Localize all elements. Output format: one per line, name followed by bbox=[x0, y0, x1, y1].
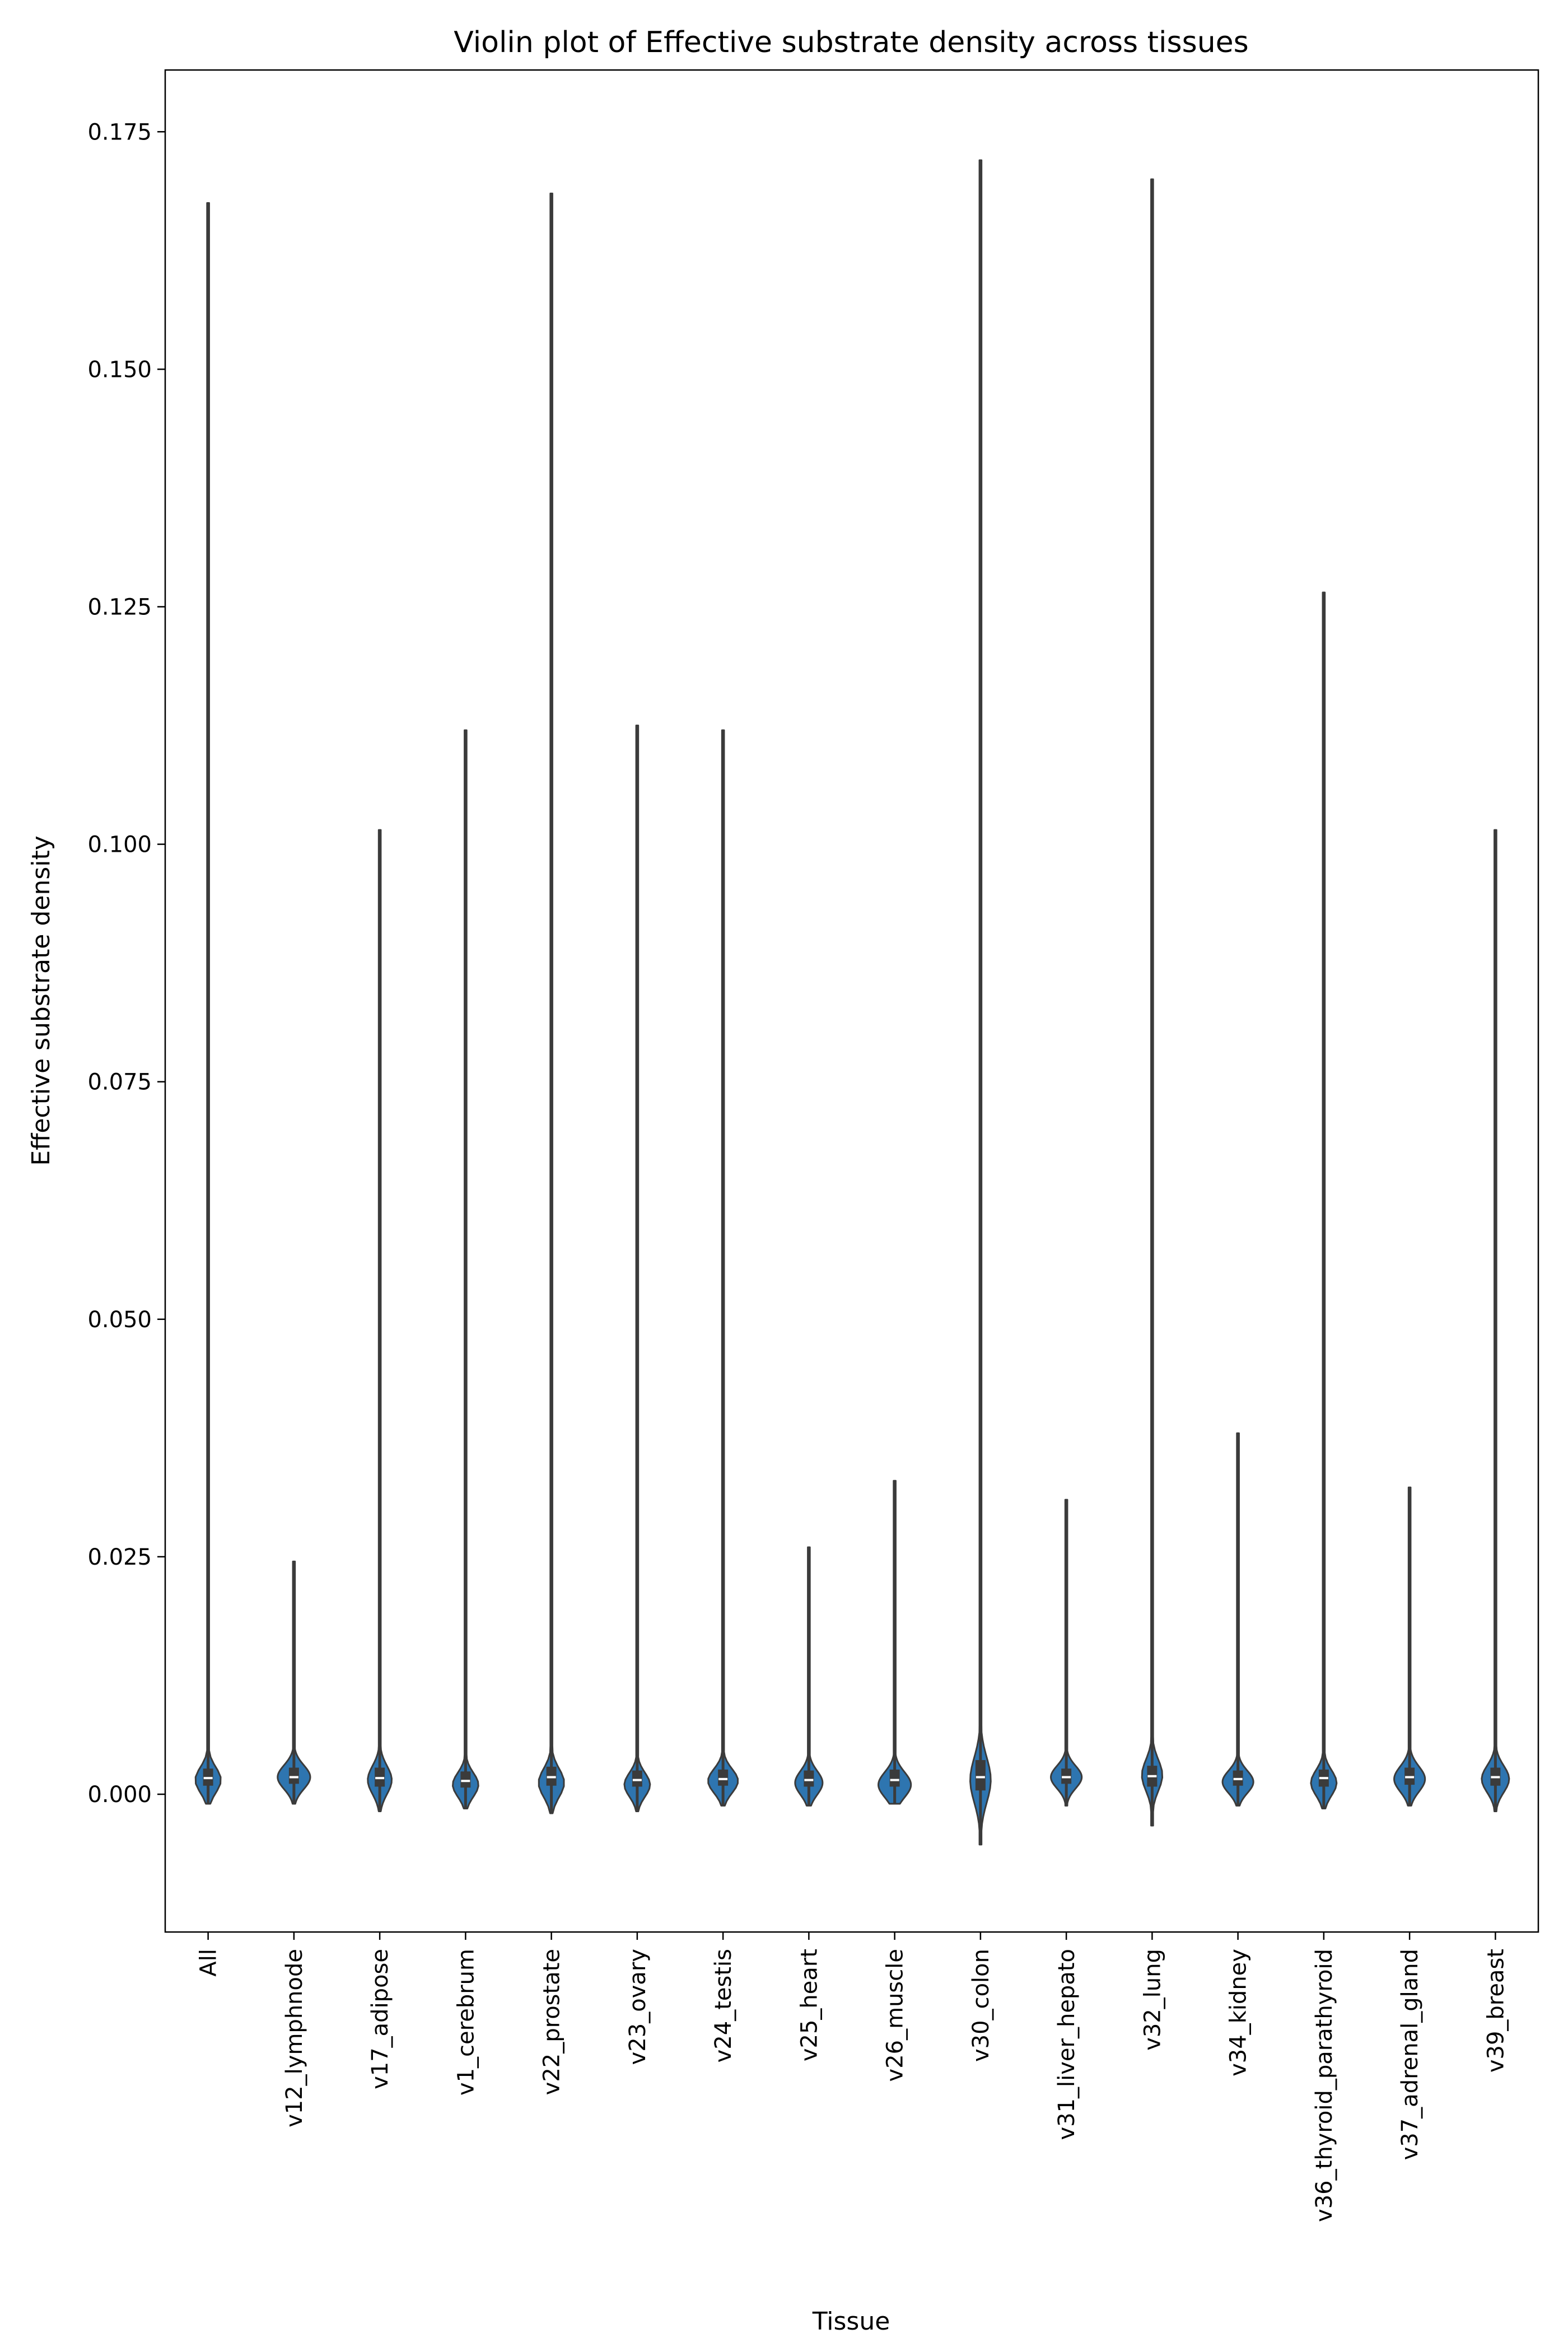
y-axis: 0.000 0.025 0.050 0.075 0.100 0.125 0.150 0.175 bbox=[87, 119, 165, 1808]
x-tick-label: v32_lung bbox=[1140, 1949, 1165, 2051]
violin-v34_kidney bbox=[1221, 1432, 1254, 1807]
x-axis: All v12_lymphnode v17_adipose v1_cerebrum v2… bbox=[196, 1932, 1509, 2222]
x-tick-label: v1_cerebrum bbox=[453, 1949, 479, 2096]
violin-iqr-box bbox=[460, 1771, 471, 1788]
x-tick-label: v30_colon bbox=[968, 1949, 994, 2062]
violin-v1_cerebrum bbox=[452, 729, 479, 1809]
violin-v39_breast bbox=[1481, 829, 1510, 1813]
violin-iqr-box bbox=[288, 1767, 299, 1784]
violin-v25_heart bbox=[794, 1546, 824, 1807]
y-tick-label: 0.050 bbox=[87, 1307, 152, 1333]
x-tick-label: v12_lymphnode bbox=[282, 1949, 307, 2127]
violin-iqr-box bbox=[632, 1770, 642, 1787]
x-tick-label: v25_heart bbox=[796, 1949, 822, 2061]
y-tick-label: 0.125 bbox=[87, 594, 152, 620]
y-tick-label: 0.075 bbox=[87, 1070, 152, 1095]
y-tick-label: 0.150 bbox=[87, 357, 152, 382]
plot-frame bbox=[164, 69, 1539, 1933]
violin-v31_liver_hepato bbox=[1050, 1499, 1083, 1807]
x-tick-label: v36_thyroid_parathyroid bbox=[1312, 1949, 1337, 2222]
x-axis-label: Tissue bbox=[812, 2307, 890, 2336]
x-tick-label: v37_adrenal_gland bbox=[1397, 1949, 1423, 2160]
violin-v26_muscle bbox=[878, 1480, 912, 1805]
violin-v23_ovary bbox=[623, 725, 651, 1813]
x-tick-label: v34_kidney bbox=[1226, 1949, 1252, 2076]
x-tick-label: All bbox=[196, 1949, 222, 1977]
violin-v12_lymphnode bbox=[277, 1560, 311, 1805]
violin-v24_testis bbox=[707, 729, 739, 1807]
x-tick-label: v31_liver_hepato bbox=[1054, 1949, 1080, 2140]
x-tick-label: v26_muscle bbox=[883, 1949, 908, 2082]
plot-area bbox=[194, 159, 1510, 1846]
violin-v17_adipose bbox=[367, 829, 393, 1813]
y-axis-label: Effective substrate density bbox=[27, 836, 55, 1166]
violin-iqr-box bbox=[889, 1769, 900, 1787]
y-tick-label: 0.100 bbox=[87, 832, 152, 858]
violin-iqr-box bbox=[718, 1769, 729, 1786]
x-tick-label: v17_adipose bbox=[367, 1949, 393, 2089]
chart-title: Violin plot of Effective substrate densi… bbox=[454, 26, 1248, 59]
violin-iqr-box bbox=[804, 1770, 814, 1787]
y-tick-label: 0.175 bbox=[87, 119, 152, 145]
x-tick-label: v23_ovary bbox=[625, 1949, 651, 2065]
y-tick-label: 0.000 bbox=[87, 1782, 152, 1808]
x-tick-label: v24_testis bbox=[711, 1949, 736, 2062]
violin-v37_adrenal_gland bbox=[1393, 1486, 1426, 1807]
x-tick-label: v39_breast bbox=[1483, 1949, 1509, 2073]
violin-v22_prostate bbox=[538, 193, 565, 1814]
violin-v36_thyroid_parathyroid bbox=[1310, 591, 1338, 1809]
y-tick-label: 0.025 bbox=[87, 1544, 152, 1570]
violin-v30_colon bbox=[969, 159, 992, 1846]
violin-All bbox=[194, 202, 222, 1805]
violin-iqr-box bbox=[975, 1760, 986, 1791]
violin-v32_lung bbox=[1141, 178, 1164, 1827]
x-tick-label: v22_prostate bbox=[539, 1949, 565, 2095]
